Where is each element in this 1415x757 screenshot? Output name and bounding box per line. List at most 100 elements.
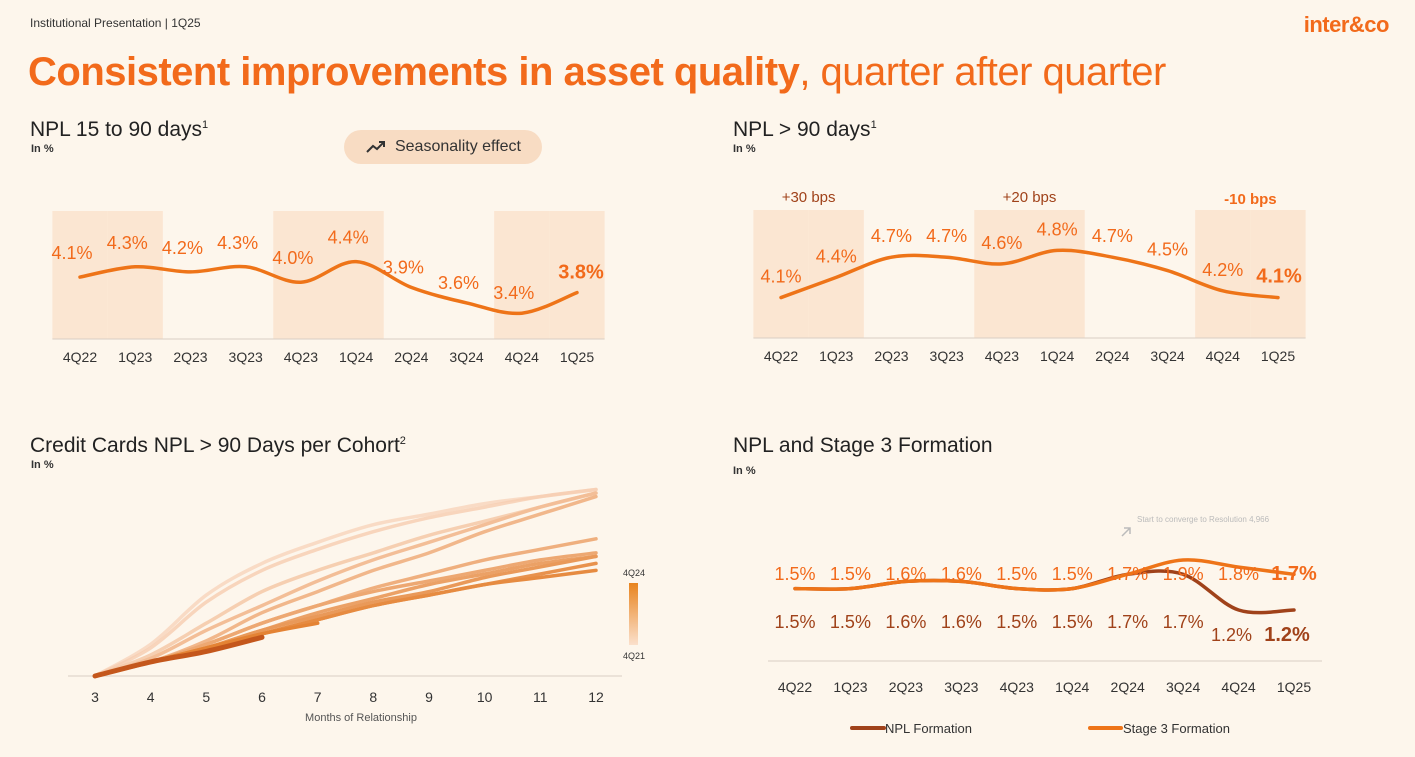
formation-npl-label-4Q23: 1.5% — [996, 612, 1037, 632]
formation-stage3-label-3Q24: 1.9% — [1163, 564, 1204, 584]
npl15-label-4Q23: 4.0% — [272, 248, 313, 268]
cohort-legend-top: 4Q24 — [623, 568, 645, 578]
cohort-legend-bottom: 4Q21 — [623, 651, 645, 661]
formation-tick-1Q23: 1Q23 — [833, 679, 867, 695]
npl15-tick-1Q23: 1Q23 — [118, 349, 152, 365]
cohort-series-4Q24 — [92, 634, 265, 679]
npl15-unit: In % — [31, 143, 54, 155]
npl15-label-1Q24: 4.4% — [328, 228, 369, 248]
formation-stage3-label-2Q23: 1.6% — [885, 564, 926, 584]
cohort-title-sup: 2 — [399, 435, 406, 447]
cohort-title-text: Credit Cards NPL > 90 Days per Cohort — [30, 434, 400, 457]
seasonality-badge: Seasonality effect — [344, 130, 542, 164]
npl90-shade-1Q23 — [808, 210, 864, 338]
npl15-label-4Q22: 4.1% — [51, 243, 92, 263]
npl90-tick-3Q23: 3Q23 — [930, 348, 964, 364]
npl15-tick-3Q23: 3Q23 — [229, 349, 263, 365]
npl90-tick-2Q23: 2Q23 — [874, 348, 908, 364]
npl15-tick-4Q24: 4Q24 — [505, 349, 539, 365]
npl90-shade-1Q25 — [1250, 210, 1306, 338]
npl90-label-2Q23: 4.7% — [871, 226, 912, 246]
npl15-label-1Q25: 3.8% — [558, 262, 604, 284]
page-title-rest: , quarter after quarter — [799, 50, 1166, 94]
npl15-label-4Q24: 3.4% — [493, 283, 534, 303]
formation-tick-1Q24: 1Q24 — [1055, 679, 1089, 695]
page-title-bold: Consistent improvements in asset quality — [28, 50, 800, 94]
company-logo: inter&co — [1303, 12, 1390, 37]
formation-stage3-label-1Q25: 1.7% — [1271, 563, 1317, 585]
seasonality-badge-label: Seasonality effect — [394, 138, 521, 155]
formation-stage3-label-2Q24: 1.7% — [1107, 564, 1148, 584]
npl90-tick-2Q24: 2Q24 — [1095, 348, 1129, 364]
npl15-title: NPL 15 to 90 days1 — [30, 118, 208, 142]
formation-annotation: Start to converge to Resolution 4,966 — [1137, 515, 1270, 524]
npl15-tick-4Q23: 4Q23 — [284, 349, 318, 365]
npl15-label-1Q23: 4.3% — [107, 233, 148, 253]
cohort-legend-gradient — [629, 583, 638, 645]
formation-tick-1Q25: 1Q25 — [1277, 679, 1311, 695]
formation-stage3-line — [793, 558, 1296, 592]
trending-up-icon — [366, 141, 385, 153]
npl90-tick-1Q24: 1Q24 — [1040, 348, 1074, 364]
npl15-series-line — [78, 259, 579, 316]
formation-tick-2Q23: 2Q23 — [889, 679, 923, 695]
formation-npl-label-4Q24: 1.2% — [1211, 625, 1252, 645]
cohort-tick-4: 4 — [147, 689, 155, 705]
formation-tick-3Q23: 3Q23 — [944, 679, 978, 695]
npl15-tick-1Q24: 1Q24 — [339, 349, 373, 365]
formation-tick-4Q24: 4Q24 — [1221, 679, 1255, 695]
formation-tick-4Q23: 4Q23 — [1000, 679, 1034, 695]
npl90-label-1Q24: 4.8% — [1037, 219, 1078, 239]
npl15-tick-2Q23: 2Q23 — [173, 349, 207, 365]
npl15-tick-2Q24: 2Q24 — [394, 349, 428, 365]
formation-unit: In % — [733, 465, 756, 477]
cohort-series-3Q22 — [93, 491, 598, 678]
formation-stage3-label-4Q22: 1.5% — [774, 564, 815, 584]
npl15-shade-1Q23 — [107, 211, 163, 339]
npl90-label-4Q24: 4.2% — [1202, 260, 1243, 280]
npl90-label-3Q23: 4.7% — [926, 226, 967, 246]
npl15-shade-4Q22 — [52, 211, 108, 339]
cohort-tick-5: 5 — [202, 689, 210, 705]
npl90-shade-4Q23 — [974, 210, 1030, 338]
cohort-tick-11: 11 — [533, 689, 548, 705]
npl15-tick-1Q25: 1Q25 — [560, 349, 594, 365]
npl15-shade-4Q24 — [494, 211, 550, 339]
npl90-tick-4Q23: 4Q23 — [985, 348, 1019, 364]
formation-stage3-label-4Q24: 1.8% — [1218, 564, 1259, 584]
npl15-label-2Q23: 4.2% — [162, 238, 203, 258]
formation-tick-2Q24: 2Q24 — [1111, 679, 1145, 695]
formation-tick-4Q22: 4Q22 — [778, 679, 812, 695]
formation-stage3-label-1Q24: 1.5% — [1052, 564, 1093, 584]
formation-npl-label-1Q23: 1.5% — [830, 612, 871, 632]
npl90-shade-4Q22 — [753, 210, 809, 338]
npl90-label-1Q25: 4.1% — [1256, 266, 1302, 288]
formation-stage3-label-3Q23: 1.6% — [941, 564, 982, 584]
npl90-label-1Q23: 4.4% — [816, 246, 857, 266]
cohort-tick-10: 10 — [477, 689, 493, 705]
formation-npl-label-1Q25: 1.2% — [1264, 624, 1310, 646]
formation-npl-label-3Q23: 1.6% — [941, 612, 982, 632]
npl15-shade-1Q25 — [549, 211, 605, 339]
formation-npl-label-1Q24: 1.5% — [1052, 612, 1093, 632]
npl15-tick-3Q24: 3Q24 — [449, 349, 483, 365]
cohort-series-1Q22 — [93, 487, 598, 678]
npl90-annotation-2: -10 bps — [1224, 191, 1277, 208]
npl90-unit: In % — [733, 143, 756, 155]
cohort-tick-6: 6 — [258, 689, 266, 705]
npl90-label-3Q24: 4.5% — [1147, 240, 1188, 260]
cohort-tick-8: 8 — [369, 689, 377, 705]
formation-npl-label-4Q22: 1.5% — [774, 612, 815, 632]
npl90-title-text: NPL > 90 days — [733, 118, 871, 141]
formation-stage3-label-4Q23: 1.5% — [996, 564, 1037, 584]
cohort-title: Credit Cards NPL > 90 Days per Cohort2 — [30, 434, 406, 458]
npl90-label-4Q23: 4.6% — [981, 233, 1022, 253]
npl90-tick-4Q22: 4Q22 — [764, 348, 798, 364]
formation-legend-stage3-label: Stage 3 Formation — [1123, 721, 1230, 736]
cohort-tick-3: 3 — [91, 689, 99, 705]
npl15-label-3Q23: 4.3% — [217, 233, 258, 253]
page-title: Consistent improvements in asset quality… — [28, 50, 1166, 95]
npl90-title-sup: 1 — [870, 119, 877, 131]
cohort-xlabel: Months of Relationship — [305, 712, 417, 724]
